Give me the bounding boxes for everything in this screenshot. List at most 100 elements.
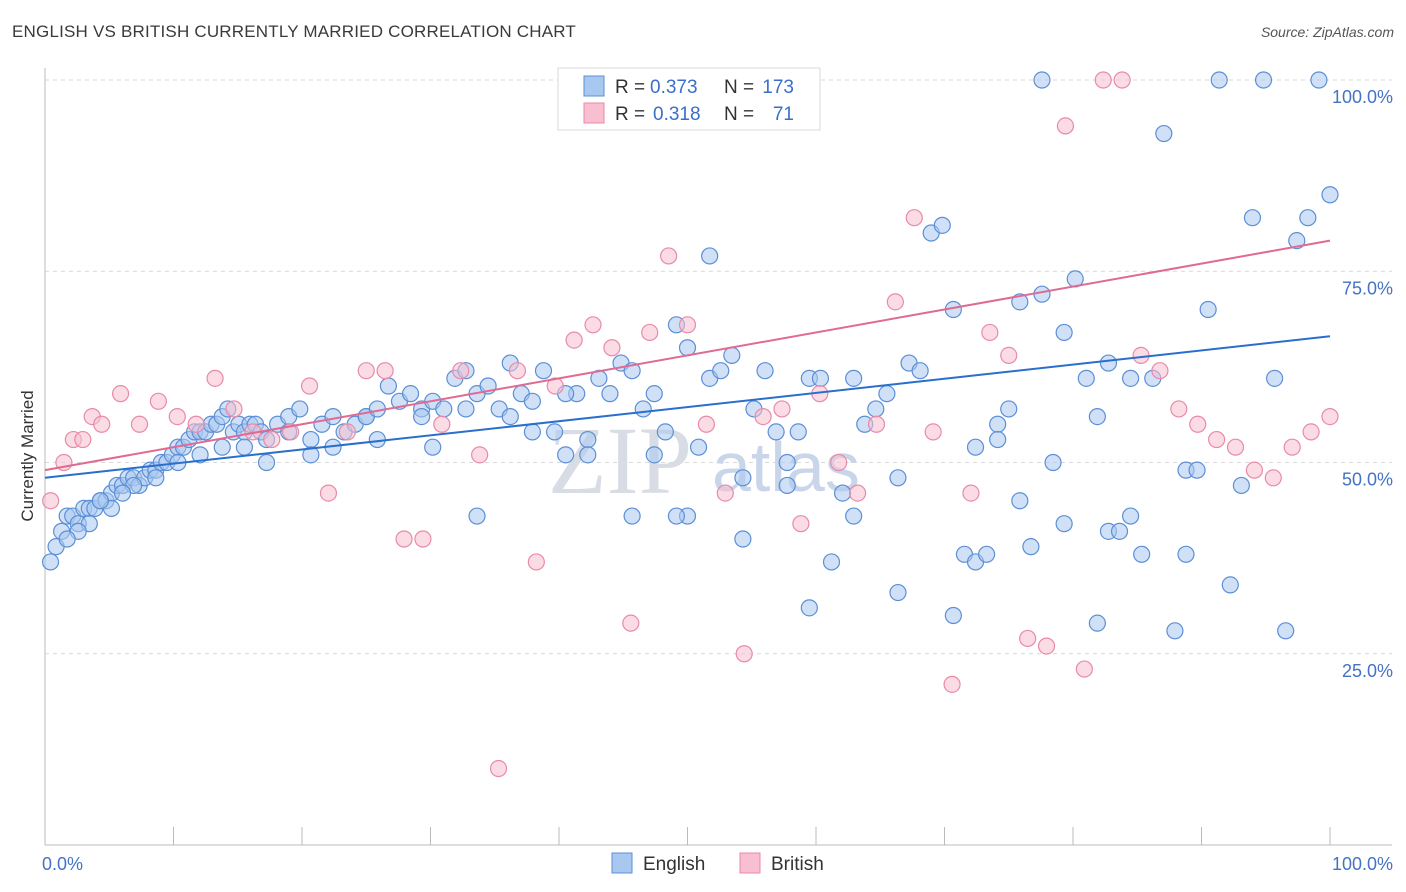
english-point — [712, 362, 730, 380]
legend-english-r-value: 0.373 — [650, 77, 698, 98]
legend-english-r-label: R = — [615, 77, 645, 98]
british-point — [263, 430, 281, 449]
legend-bottom-british-label: British — [771, 854, 824, 875]
british-point — [300, 377, 319, 395]
english-point — [1177, 545, 1195, 563]
british-point — [641, 323, 659, 342]
british-point — [1283, 438, 1301, 456]
english-point — [966, 438, 985, 456]
english-point — [701, 247, 719, 265]
british-point — [603, 339, 621, 357]
british-point — [149, 392, 167, 410]
british-point — [565, 331, 583, 349]
british-point — [225, 400, 243, 418]
x-tick-marks — [173, 827, 1331, 845]
trend-lines — [44, 239, 1331, 479]
british-point — [74, 430, 92, 449]
english-point — [889, 469, 907, 487]
english-point — [213, 438, 231, 456]
british-point — [1019, 629, 1037, 648]
british-point — [1170, 400, 1188, 418]
english-point — [845, 507, 863, 525]
legend-english-n-label: N = — [724, 77, 754, 98]
british-point — [546, 377, 564, 395]
british-point — [395, 530, 413, 548]
english-point — [989, 415, 1007, 433]
english-point — [1155, 124, 1173, 143]
british-point — [1245, 461, 1264, 479]
y-tick-label: 25.0% — [1342, 661, 1393, 681]
english-point — [302, 446, 320, 464]
english-point — [689, 438, 708, 456]
british-point — [93, 415, 111, 433]
british-point — [905, 209, 923, 227]
english-point — [1199, 300, 1217, 319]
y-axis-title: Currently Married — [18, 390, 37, 521]
legend-english-swatch — [583, 75, 605, 97]
y-tick-labels: 25.0% 50.0% 75.0% 100.0% — [1332, 87, 1393, 681]
english-point — [1088, 614, 1106, 632]
british-point — [168, 408, 186, 426]
english-point — [1221, 576, 1239, 594]
british-point — [792, 515, 810, 533]
english-point — [800, 599, 818, 617]
english-point — [424, 438, 442, 456]
english-point — [379, 377, 398, 395]
british-point — [848, 484, 867, 502]
english-point — [1321, 186, 1339, 204]
legend-british-n-label: N = — [724, 104, 754, 125]
english-point — [977, 545, 996, 563]
british-point — [697, 415, 715, 433]
english-point — [302, 430, 320, 449]
english-point — [1077, 369, 1095, 387]
british-point — [943, 675, 961, 693]
english-point — [1243, 209, 1262, 227]
x-tick-label: 0.0% — [42, 854, 83, 874]
legend-british-swatch — [583, 102, 605, 124]
english-point — [756, 362, 774, 380]
british-point — [357, 362, 375, 380]
english-point — [1055, 515, 1073, 533]
legend-bottom: English British — [611, 852, 824, 875]
english-point — [623, 507, 641, 525]
british-point — [1226, 438, 1245, 456]
english-point — [1133, 545, 1151, 563]
british-point — [716, 484, 734, 502]
english-point — [1188, 461, 1206, 479]
english-point — [579, 446, 597, 464]
english-point — [1288, 232, 1306, 250]
english-point — [845, 369, 863, 387]
british-point — [773, 400, 791, 418]
english-point — [1232, 476, 1250, 495]
english-point — [191, 446, 209, 464]
english-point — [324, 408, 342, 426]
english-point — [1122, 507, 1140, 525]
english-point — [811, 369, 830, 387]
english-point — [944, 606, 962, 625]
english-point — [468, 507, 486, 525]
british-point — [1075, 660, 1093, 678]
british-point — [527, 553, 545, 571]
english-point — [989, 430, 1007, 449]
english-point — [545, 423, 564, 441]
english-point — [41, 553, 60, 571]
british-point — [489, 759, 508, 778]
english-point — [1011, 492, 1029, 510]
chart-title: ENGLISH VS BRITISH CURRENTLY MARRIED COR… — [12, 22, 577, 41]
british-point — [660, 247, 678, 265]
english-point — [413, 408, 431, 426]
british-point — [130, 415, 149, 433]
british-point — [867, 415, 886, 433]
british-point — [42, 492, 60, 510]
british-point — [1113, 71, 1131, 89]
english-point — [878, 385, 896, 403]
british-point — [924, 423, 942, 441]
british-trend-line — [44, 239, 1331, 472]
english-point — [1044, 453, 1062, 472]
english-point — [911, 362, 929, 380]
british-point — [735, 645, 753, 663]
english-point — [833, 484, 852, 502]
british-point — [1189, 415, 1207, 433]
y-tick-label: 100.0% — [1332, 87, 1393, 107]
legend-bottom-british-swatch — [739, 852, 761, 874]
